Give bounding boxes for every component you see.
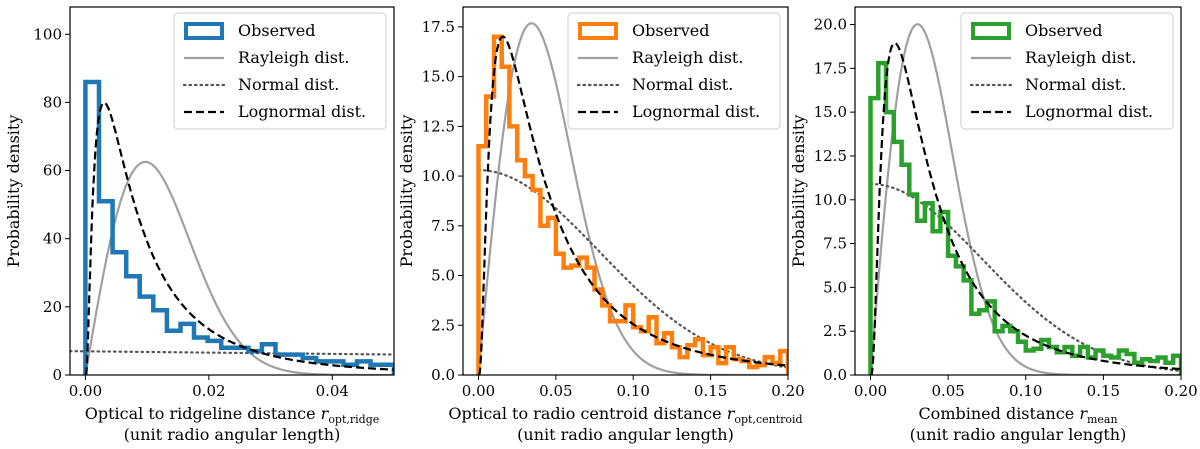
- x-axis-label: Optical to radio centroid distance ropt,…: [448, 404, 802, 426]
- x-axis-label-text: Optical to radio centroid distance: [448, 404, 726, 423]
- x-axis-label: Optical to ridgeline distance ropt,ridge: [85, 404, 380, 426]
- normal-dist-curve: [70, 350, 394, 356]
- rayleigh-dist-curve: [477, 22, 788, 375]
- x-tick-label: 0.15: [694, 382, 727, 400]
- x-tick-label: 0.00: [69, 382, 102, 400]
- y-axis-label: Probability density: [397, 115, 416, 268]
- lognormal-dist-curve: [84, 101, 394, 375]
- y-tick-label: 5.0: [431, 267, 455, 285]
- y-tick-label: 12.5: [814, 147, 847, 165]
- legend-box: [567, 12, 781, 130]
- y-tick-label: 10.0: [814, 191, 847, 209]
- x-axis-label-subscript: opt,ridge: [328, 413, 379, 426]
- legend-label: Normal dist.: [1025, 75, 1126, 94]
- x-tick-label: 0.10: [617, 382, 650, 400]
- y-tick-label: 100: [33, 25, 62, 43]
- panel-3: 0.00 0.05 0.10 0.15 0.20 0.0 2.5 5.0 7.5 10.0 12.5…: [789, 6, 1198, 444]
- legend-label: Rayleigh dist.: [238, 48, 349, 67]
- legend-observed-swatch: [971, 22, 1011, 40]
- x-tick-label: 0.02: [192, 382, 225, 400]
- plot-area: [476, 22, 788, 375]
- x-axis-label-variable: r: [1079, 404, 1088, 423]
- plot-frame: [69, 6, 395, 376]
- y-tick-label: 7.5: [823, 235, 847, 253]
- y-tick-label: 15.0: [422, 68, 455, 86]
- x-axis-label-text: Optical to ridgeline distance: [85, 404, 321, 423]
- panels: 0.00 0.02 0.04 0 20 40 60 80 100 Probability dens…: [4, 6, 1198, 444]
- y-tick-label: 17.5: [814, 59, 847, 77]
- y-axis-label: Probability density: [4, 115, 23, 268]
- panel-1: 0.00 0.02 0.04 0 20 40 60 80 100 Probability dens…: [4, 6, 395, 444]
- x-tick-label: 0.00: [462, 382, 495, 400]
- legend-label: Lognormal dist.: [632, 102, 760, 121]
- y-tick-label: 7.5: [431, 217, 455, 235]
- legend-observed-swatch: [578, 22, 618, 40]
- normal-dist-curve: [869, 182, 1181, 373]
- x-axis-label-units: (unit radio angular length): [910, 425, 1127, 444]
- plot-frame: [854, 6, 1182, 376]
- y-tick-label: 60: [43, 162, 62, 180]
- legend-observed-swatch: [184, 22, 224, 40]
- observed-histogram: [83, 79, 394, 375]
- plot-frame: [462, 6, 789, 376]
- y-tick-label: 12.5: [422, 117, 455, 135]
- y-tick-label: 2.5: [431, 316, 455, 334]
- observed-histogram: [476, 34, 788, 375]
- legend-label: Normal dist.: [632, 75, 733, 94]
- x-axis-label-units: (unit radio angular length): [517, 425, 734, 444]
- y-tick-label: 15.0: [814, 103, 847, 121]
- y-tick-label: 17.5: [422, 18, 455, 36]
- legend-label: Lognormal dist.: [238, 102, 366, 121]
- legend-label: Lognormal dist.: [1025, 102, 1153, 121]
- normal-dist-curve: [477, 169, 788, 369]
- x-tick-label: 0.15: [1087, 382, 1120, 400]
- y-tick-label: 2.5: [823, 322, 847, 340]
- plot-area: [868, 23, 1181, 375]
- rayleigh-dist-curve: [869, 23, 1181, 375]
- rayleigh-dist-curve: [84, 160, 394, 375]
- x-tick-label: 0.04: [316, 382, 349, 400]
- y-tick-label: 20: [43, 298, 62, 316]
- y-tick-label: 0: [52, 366, 62, 384]
- legend: Observed Rayleigh dist. Normal dist. Lognor…: [173, 12, 387, 130]
- legend-box: [173, 12, 387, 130]
- legend-label: Normal dist.: [238, 75, 339, 94]
- legend-label: Observed: [632, 21, 709, 40]
- x-axis-label-variable: r: [321, 404, 330, 423]
- y-tick-label: 0.0: [431, 366, 455, 384]
- y-tick-label: 40: [43, 230, 62, 248]
- x-axis-label-subscript: mean: [1087, 413, 1118, 426]
- panel-2: 0.00 0.05 0.10 0.15 0.20 0.0 2.5 5.0 7.5 10.0 12.5…: [397, 6, 805, 444]
- y-tick-label: 20.0: [814, 16, 847, 34]
- x-tick-label: 0.05: [931, 382, 964, 400]
- y-axis-label: Probability density: [789, 115, 808, 268]
- lognormal-dist-curve: [477, 35, 788, 375]
- x-axis-label: Combined distance rmean: [918, 404, 1117, 426]
- legend: Observed Rayleigh dist. Normal dist. Lognor…: [567, 12, 781, 130]
- y-tick-label: 0.0: [823, 366, 847, 384]
- legend-label: Rayleigh dist.: [632, 48, 743, 67]
- y-tick-label: 80: [43, 93, 62, 111]
- legend-label: Observed: [1025, 21, 1102, 40]
- x-tick-label: 0.20: [1164, 382, 1197, 400]
- y-tick-label: 10.0: [422, 167, 455, 185]
- y-tick-label: 5.0: [823, 278, 847, 296]
- x-axis-label-units: (unit radio angular length): [124, 425, 341, 444]
- legend: Observed Rayleigh dist. Normal dist. Lognor…: [960, 12, 1174, 130]
- x-tick-label: 0.00: [854, 382, 887, 400]
- x-axis-label-subscript: opt,centroid: [734, 413, 802, 426]
- legend-box: [960, 12, 1174, 130]
- lognormal-dist-curve: [870, 41, 1181, 375]
- x-tick-label: 0.20: [771, 382, 804, 400]
- observed-histogram: [868, 60, 1181, 375]
- legend-label: Rayleigh dist.: [1025, 48, 1136, 67]
- x-axis-label-variable: r: [727, 404, 736, 423]
- legend-label: Observed: [238, 21, 315, 40]
- x-axis-label-text: Combined distance: [918, 404, 1079, 423]
- x-tick-label: 0.05: [539, 382, 572, 400]
- x-tick-label: 0.10: [1009, 382, 1042, 400]
